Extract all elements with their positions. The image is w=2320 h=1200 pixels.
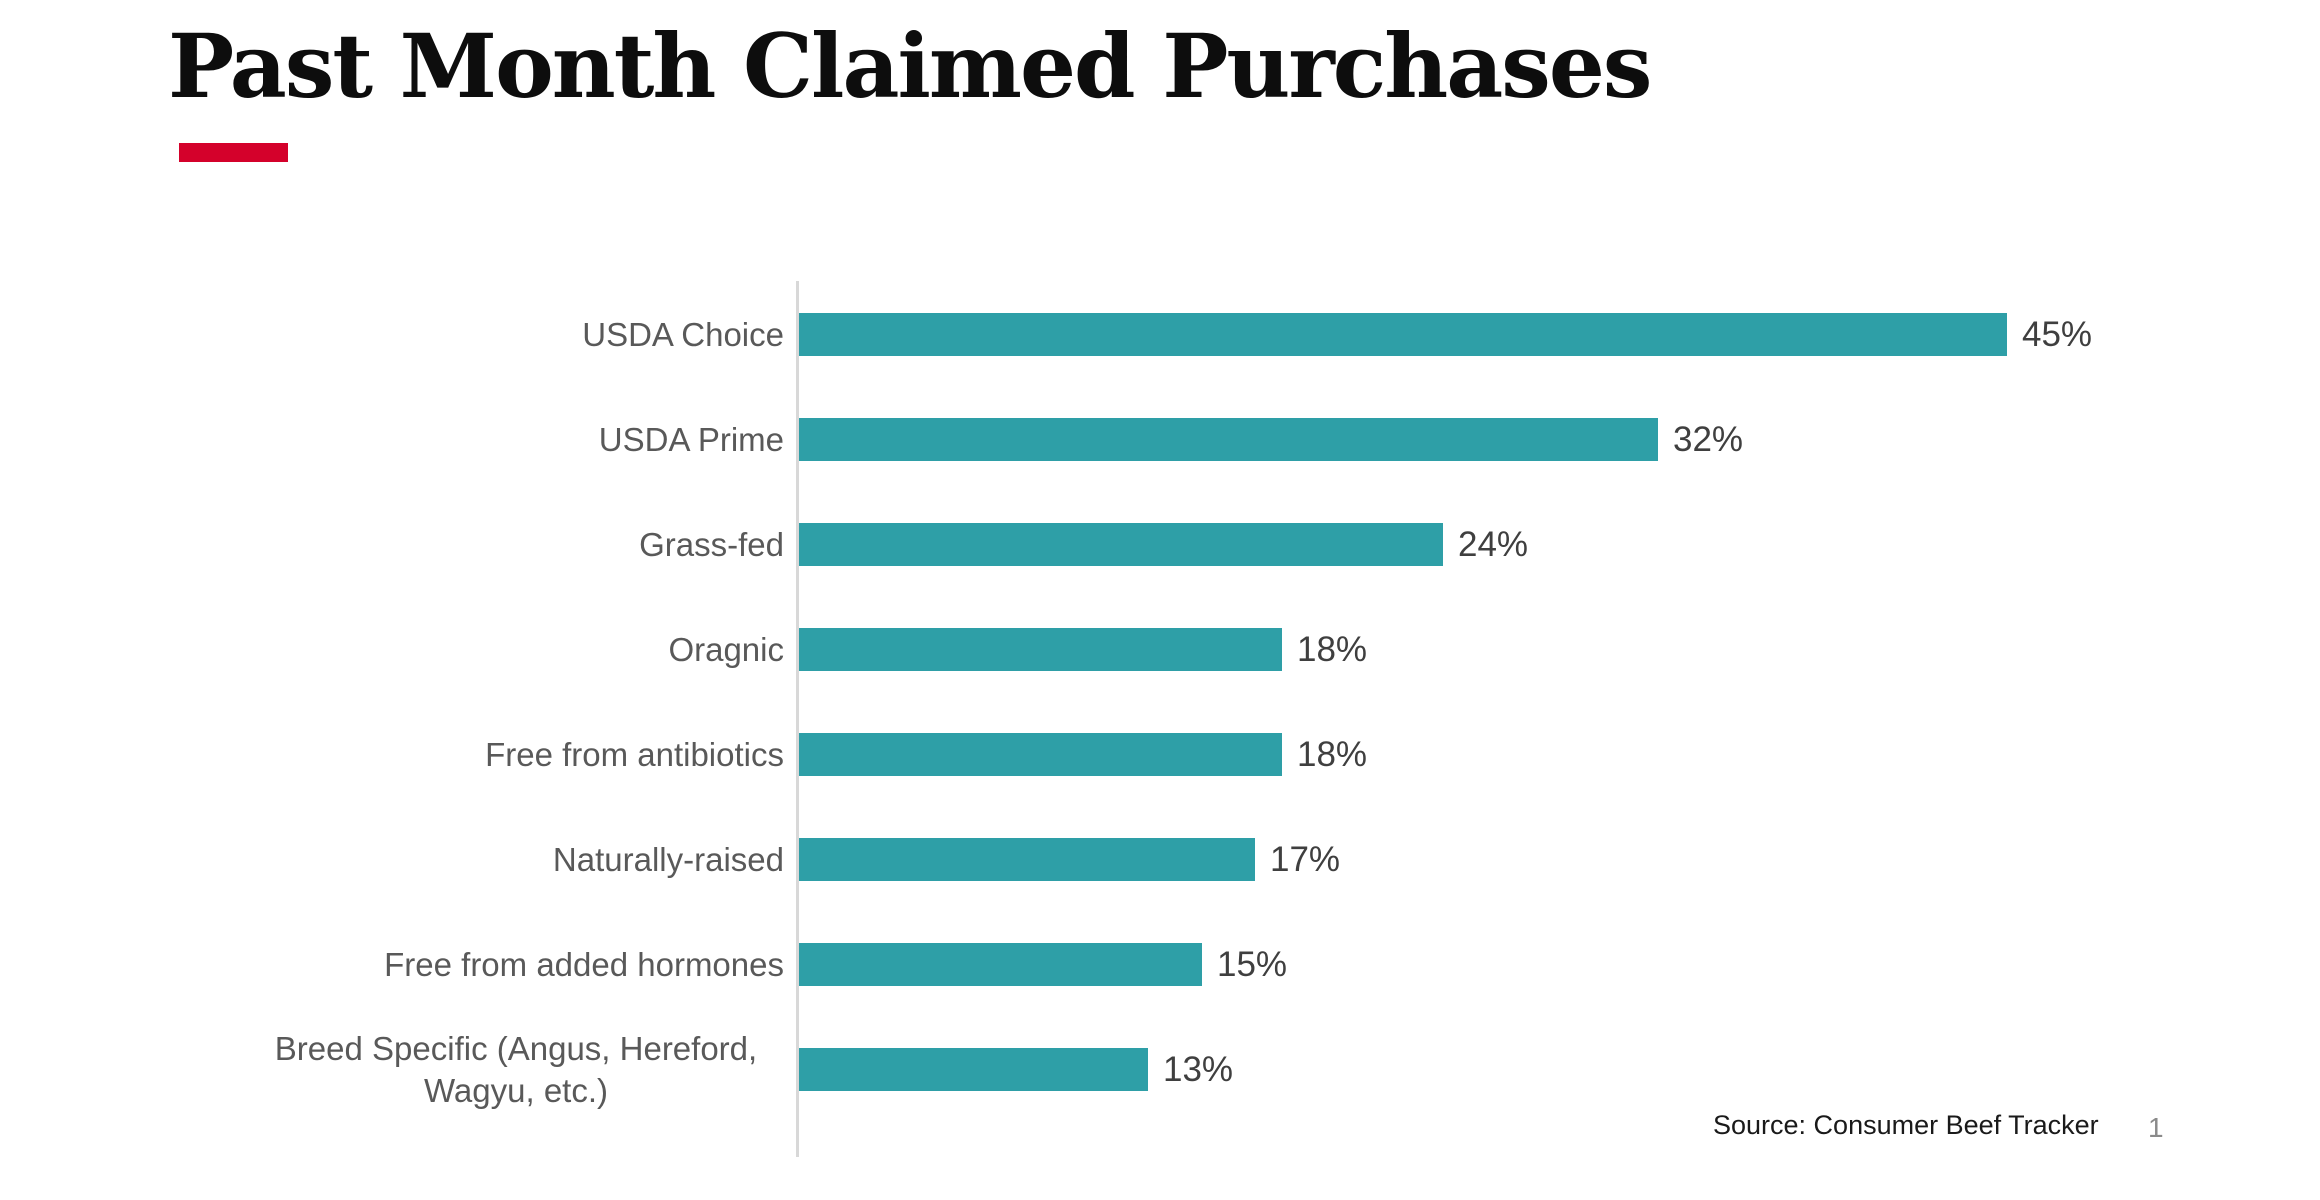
category-label: Naturally-raised (552, 840, 784, 878)
category-label: USDA Choice (582, 315, 784, 353)
category-label: Breed Specific (Angus, Hereford, Wagyu, … (274, 1029, 758, 1109)
source-note: Source: Consumer Beef Tracker (1713, 1110, 2099, 1140)
bar (799, 733, 1282, 776)
category-axis-line (796, 281, 799, 1157)
bar-row: Naturally-raised 17% (0, 838, 2320, 881)
bar (799, 1048, 1148, 1091)
bar-row: Free from antibiotics 18% (0, 733, 2320, 776)
bar-row: Oragnic 18% (0, 628, 2320, 671)
bar-row: Breed Specific (Angus, Hereford, Wagyu, … (0, 1030, 2320, 1109)
value-label: 17% (1270, 839, 1341, 879)
bar (799, 418, 1658, 461)
bar (799, 313, 2007, 356)
page-number: 1 (2148, 1112, 2164, 1143)
bar (799, 943, 1202, 986)
value-label: 13% (1163, 1049, 1234, 1089)
value-label: 45% (2022, 314, 2093, 354)
category-label: Grass-fed (639, 525, 784, 563)
category-label: USDA Prime (598, 420, 784, 458)
value-label: 15% (1217, 944, 1288, 984)
value-label: 32% (1673, 419, 1744, 459)
slide-title: Past Month Claimed Purchases (168, 14, 1652, 118)
category-label: Free from added hormones (384, 945, 784, 983)
bar-row: Free from added hormones 15% (0, 943, 2320, 986)
category-label: Free from antibiotics (485, 735, 784, 773)
bar-row: Grass-fed 24% (0, 523, 2320, 566)
value-label: 24% (1458, 524, 1529, 564)
category-label: Oragnic (668, 630, 784, 668)
bar (799, 523, 1443, 566)
value-label: 18% (1297, 629, 1368, 669)
bar-row: USDA Choice 45% (0, 313, 2320, 356)
bar (799, 628, 1282, 671)
title-accent-bar (179, 143, 288, 162)
value-label: 18% (1297, 734, 1368, 774)
bar-row: USDA Prime 32% (0, 418, 2320, 461)
bar (799, 838, 1255, 881)
